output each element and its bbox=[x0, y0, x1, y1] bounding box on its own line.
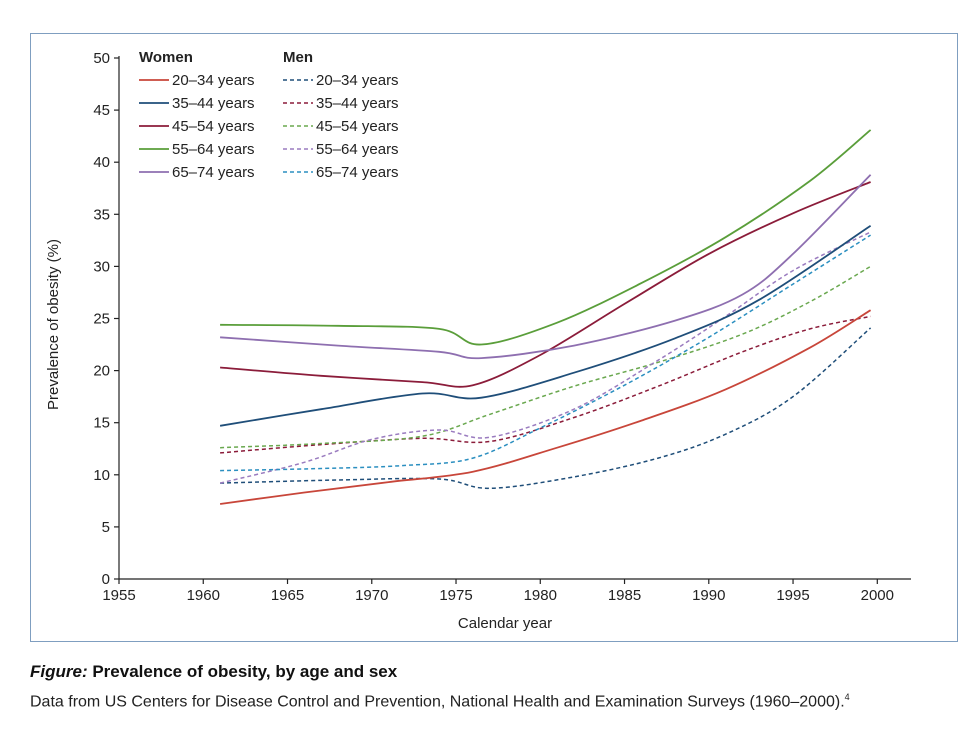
legend-label: 55–64 years bbox=[316, 141, 399, 158]
figure-title: Prevalence of obesity, by age and sex bbox=[87, 662, 398, 681]
y-tick-label: 30 bbox=[93, 258, 110, 275]
legend-label: 45–54 years bbox=[316, 118, 399, 135]
x-tick-label: 1965 bbox=[271, 587, 304, 604]
source-text: Data from US Centers for Disease Control… bbox=[30, 693, 845, 711]
series-line-women-45-54 bbox=[220, 181, 871, 388]
legend-label: 65–74 years bbox=[316, 164, 399, 181]
y-tick-label: 35 bbox=[93, 206, 110, 223]
legend-label: 45–54 years bbox=[172, 118, 255, 135]
series-line-women-35-44 bbox=[219, 225, 872, 427]
legend-label: 55–64 years bbox=[172, 141, 255, 158]
x-tick-label: 1960 bbox=[187, 587, 220, 604]
series-line-men-20-34 bbox=[220, 327, 872, 490]
x-tick-label: 1985 bbox=[608, 587, 641, 604]
legend-title-women: Women bbox=[139, 49, 193, 66]
series-line-men-55-64 bbox=[219, 231, 871, 484]
figure-label: Figure: bbox=[30, 662, 88, 681]
legend-label: 35–44 years bbox=[172, 95, 255, 112]
y-axis-label: Prevalence of obesity (%) bbox=[45, 239, 62, 410]
legend-title-men: Men bbox=[283, 49, 313, 66]
x-axis-label: Calendar year bbox=[458, 615, 552, 632]
chart-frame: 1955 1960 1965 1970 1975 1980 1985 1990 1995 2000… bbox=[30, 33, 958, 642]
x-tick-label: 1975 bbox=[439, 587, 472, 604]
y-tick-label: 45 bbox=[93, 102, 110, 119]
series-line-men-35-44 bbox=[220, 315, 871, 454]
x-tick-label: 1990 bbox=[692, 587, 725, 604]
figure-caption: Figure: Prevalence of obesity, by age an… bbox=[30, 660, 950, 715]
y-tick-label: 40 bbox=[93, 154, 110, 171]
reference-number: 4 bbox=[844, 692, 850, 702]
y-tick-label: 25 bbox=[93, 311, 110, 328]
series-line-women-55-64 bbox=[220, 129, 872, 346]
y-tick-label: 10 bbox=[93, 467, 110, 484]
caption-title: Figure: Prevalence of obesity, by age an… bbox=[30, 660, 950, 684]
legend-label: 65–74 years bbox=[172, 164, 255, 181]
y-tick-label: 5 bbox=[102, 519, 110, 536]
obesity-line-chart: 1955 1960 1965 1970 1975 1980 1985 1990 1995 2000… bbox=[45, 49, 911, 632]
series-line-women-20-34 bbox=[219, 309, 872, 505]
x-tick-label: 1980 bbox=[524, 587, 557, 604]
legend-label: 20–34 years bbox=[316, 72, 399, 89]
y-tick-label: 0 bbox=[102, 571, 110, 588]
x-tick-label: 2000 bbox=[861, 587, 894, 604]
x-tick-label: 1995 bbox=[776, 587, 809, 604]
y-tick-label: 20 bbox=[93, 363, 110, 380]
caption-source: Data from US Centers for Disease Control… bbox=[30, 684, 950, 715]
legend-label: 35–44 years bbox=[316, 95, 399, 112]
x-tick-label: 1970 bbox=[355, 587, 388, 604]
series-line-men-65-74 bbox=[220, 234, 872, 472]
series-line-women-65-74 bbox=[220, 174, 872, 360]
y-tick-label: 15 bbox=[93, 415, 110, 432]
series-line-men-45-54 bbox=[220, 265, 871, 449]
y-tick-label: 50 bbox=[93, 50, 110, 67]
legend-label: 20–34 years bbox=[172, 72, 255, 89]
x-tick-label: 1955 bbox=[102, 587, 135, 604]
